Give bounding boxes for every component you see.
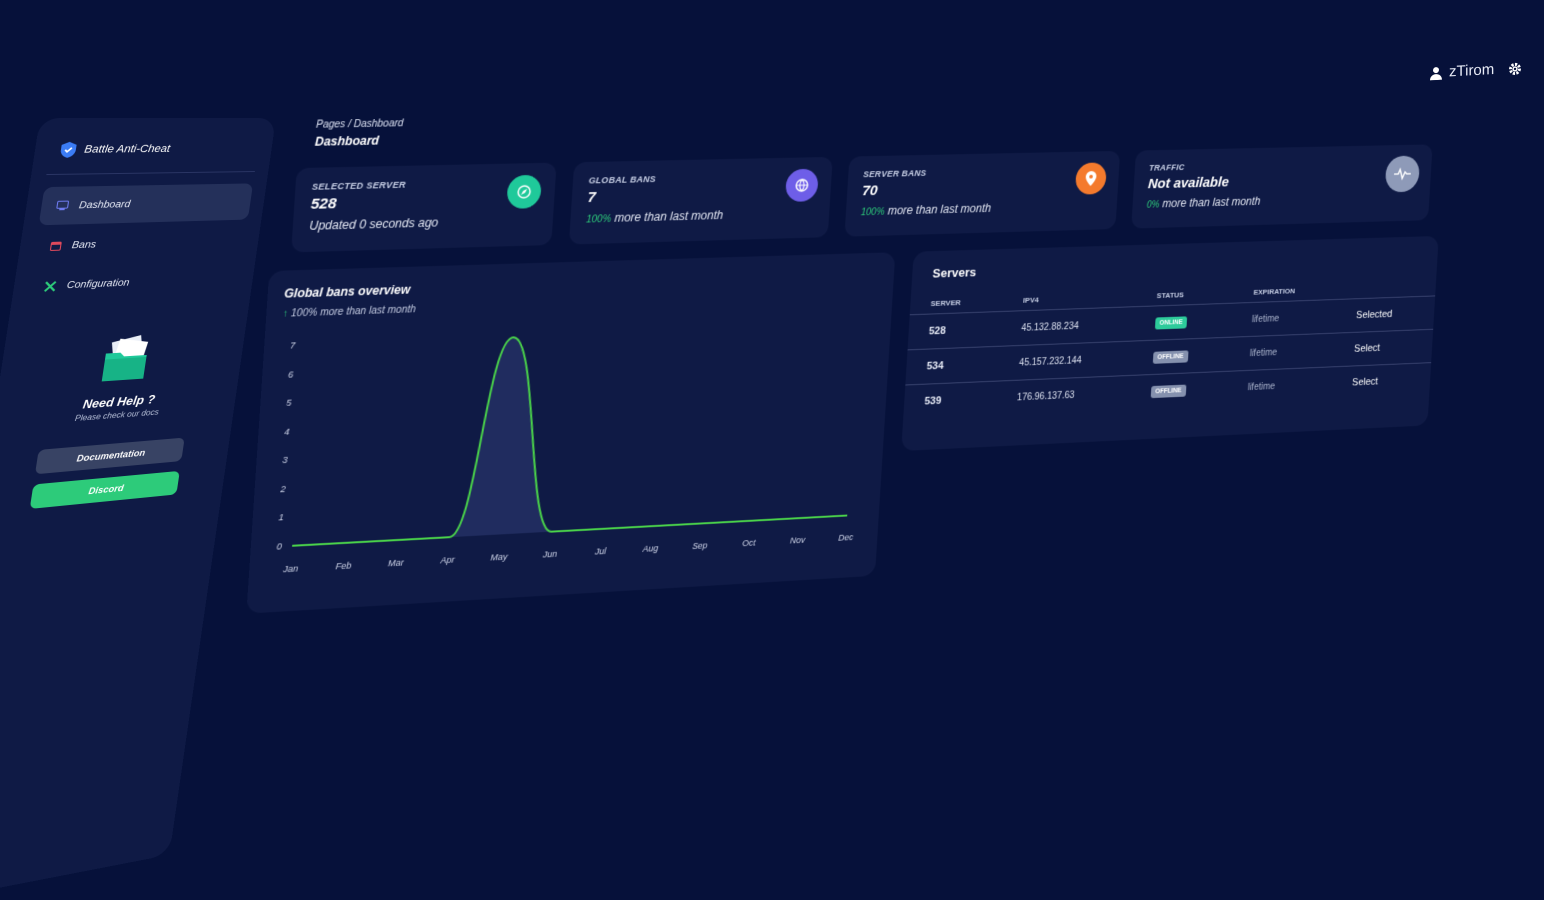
breadcrumb-root[interactable]: Pages — [316, 119, 346, 130]
brand-name: Battle Anti-Cheat — [83, 143, 170, 155]
x-tick-label: Jun — [542, 549, 558, 560]
card-label: SERVER BANS — [863, 164, 1105, 179]
brand[interactable]: Battle Anti-Cheat — [46, 141, 259, 175]
card-label: SELECTED SERVER — [312, 177, 540, 192]
y-tick-label: 5 — [286, 398, 292, 408]
card-footer-text: more than last month — [1162, 195, 1261, 210]
top-bar: zTirom — [1429, 60, 1522, 82]
x-tick-label: Sep — [692, 540, 708, 551]
series-line — [292, 325, 859, 546]
cell-server: 539 — [903, 381, 998, 420]
status-badge: OFFLINE — [1153, 350, 1189, 363]
breadcrumb-separator: / — [348, 119, 352, 130]
x-tick-label: Jul — [594, 546, 608, 557]
x-tick-label: Aug — [641, 543, 658, 554]
gear-icon[interactable] — [1508, 61, 1522, 76]
card-footer-pct: 100% — [586, 214, 612, 225]
y-tick-label: 0 — [276, 541, 282, 551]
y-tick-label: 6 — [288, 369, 294, 379]
x-tick-label: Jan — [282, 563, 299, 574]
card-footer: 100% more than last month — [586, 206, 815, 225]
servers-card: Servers SERVER IPV4 STATUS EXPIRATION 52… — [901, 236, 1439, 451]
cell-ipv4: 176.96.137.63 — [996, 375, 1132, 415]
servers-title: Servers — [912, 250, 1438, 281]
select-server-button[interactable]: Select — [1332, 363, 1431, 400]
y-tick-label: 3 — [282, 455, 288, 465]
cell-ipv4: 45.157.232.144 — [998, 341, 1134, 381]
chart-subtitle-text: more than last month — [320, 304, 416, 318]
chart-subtitle-pct: 100% — [291, 308, 318, 320]
calendar-icon — [50, 241, 62, 251]
status-badge: OFFLINE — [1150, 385, 1186, 399]
sidebar-item-bans[interactable]: Bans — [32, 221, 247, 265]
x-tick-label: Mar — [388, 557, 405, 568]
breadcrumb: Pages / Dashboard Dashboard — [315, 118, 404, 148]
selected-server-button[interactable]: Selected — [1337, 296, 1436, 333]
cell-server: 528 — [908, 311, 1003, 349]
status-badge: ONLINE — [1155, 316, 1188, 329]
card-footer: 0% more than last month — [1146, 191, 1416, 211]
cell-status: ONLINE — [1135, 303, 1234, 341]
card-value: 7 — [587, 184, 816, 206]
folder-icon — [93, 333, 158, 384]
user-icon — [1429, 65, 1443, 80]
sidebar: Battle Anti-Cheat Dashboard Bans Configu… — [0, 118, 276, 900]
tools-icon — [44, 280, 58, 292]
sidebar-item-label: Bans — [71, 239, 97, 251]
sidebar-item-dashboard[interactable]: Dashboard — [39, 183, 253, 225]
x-tick-label: Dec — [838, 532, 854, 542]
card-footer-pct: 0% — [1146, 200, 1159, 211]
sidebar-item-label: Configuration — [66, 277, 130, 291]
breadcrumb-current: Dashboard — [353, 118, 403, 130]
cell-status: OFFLINE — [1133, 337, 1232, 375]
card-footer: 100% more than last month — [860, 199, 1103, 218]
x-tick-label: Feb — [335, 560, 352, 571]
pulse-icon — [1385, 155, 1421, 192]
sidebar-item-label: Dashboard — [78, 199, 131, 211]
servers-table: SERVER IPV4 STATUS EXPIRATION 528 45.132… — [903, 277, 1436, 420]
card-traffic: TRAFFIC Not available 0% more than last … — [1131, 144, 1432, 228]
card-footer-text: Updated 0 seconds ago — [309, 216, 439, 233]
x-tick-label: Oct — [742, 538, 756, 548]
cell-ipv4: 45.132.88.234 — [1000, 307, 1136, 347]
line-chart: 0 1 2 3 4 5 6 7 Jan Feb Mar Apr May Jun Jul Aug Sep Oct No… — [264, 305, 877, 597]
help-panel: Need Help ? Please check our docs Docume… — [0, 329, 232, 513]
cell-expiration: lifetime — [1228, 367, 1335, 405]
card-footer-pct: 100% — [860, 207, 884, 218]
card-value: 528 — [310, 190, 539, 212]
x-tick-label: Apr — [439, 555, 456, 566]
x-tick-label: May — [490, 552, 508, 563]
card-global-bans: GLOBAL BANS 7 100% more than last month — [569, 157, 833, 245]
series-area — [292, 325, 859, 546]
sidebar-item-configuration[interactable]: Configuration — [26, 260, 242, 306]
cell-expiration: lifetime — [1232, 299, 1339, 337]
y-tick-label: 2 — [279, 484, 286, 494]
y-tick-label: 4 — [284, 426, 290, 436]
card-footer-text: more than last month — [614, 208, 724, 224]
username: zTirom — [1449, 61, 1494, 80]
cell-status: OFFLINE — [1130, 371, 1229, 409]
documentation-button[interactable]: Documentation — [35, 438, 185, 475]
user-menu[interactable]: zTirom — [1429, 61, 1494, 81]
discord-button[interactable]: Discord — [30, 471, 180, 509]
card-value: 70 — [862, 177, 1105, 199]
x-tick-label: Nov — [790, 535, 806, 546]
card-footer-text: more than last month — [887, 202, 991, 218]
y-tick-label: 1 — [278, 513, 284, 523]
shield-logo-icon — [60, 142, 77, 158]
cell-expiration: lifetime — [1230, 333, 1337, 371]
cell-server: 534 — [905, 346, 1000, 385]
card-selected-server: SELECTED SERVER 528 Updated 0 seconds ag… — [291, 163, 556, 253]
monitor-icon — [56, 201, 69, 211]
main-content: Pages / Dashboard Dashboard SELECTED SER… — [265, 101, 1455, 643]
card-footer: Updated 0 seconds ago — [309, 213, 538, 233]
card-label: GLOBAL BANS — [588, 171, 816, 186]
arrow-up-icon: ↑ — [283, 309, 289, 320]
page-title: Dashboard — [315, 133, 403, 149]
y-tick-label: 7 — [290, 340, 297, 350]
global-bans-chart-card: Global bans overview ↑ 100% more than la… — [246, 252, 895, 613]
card-server-bans: SERVER BANS 70 100% more than last month — [844, 151, 1120, 237]
card-value: Not available — [1148, 170, 1418, 192]
select-server-button[interactable]: Select — [1334, 329, 1433, 366]
